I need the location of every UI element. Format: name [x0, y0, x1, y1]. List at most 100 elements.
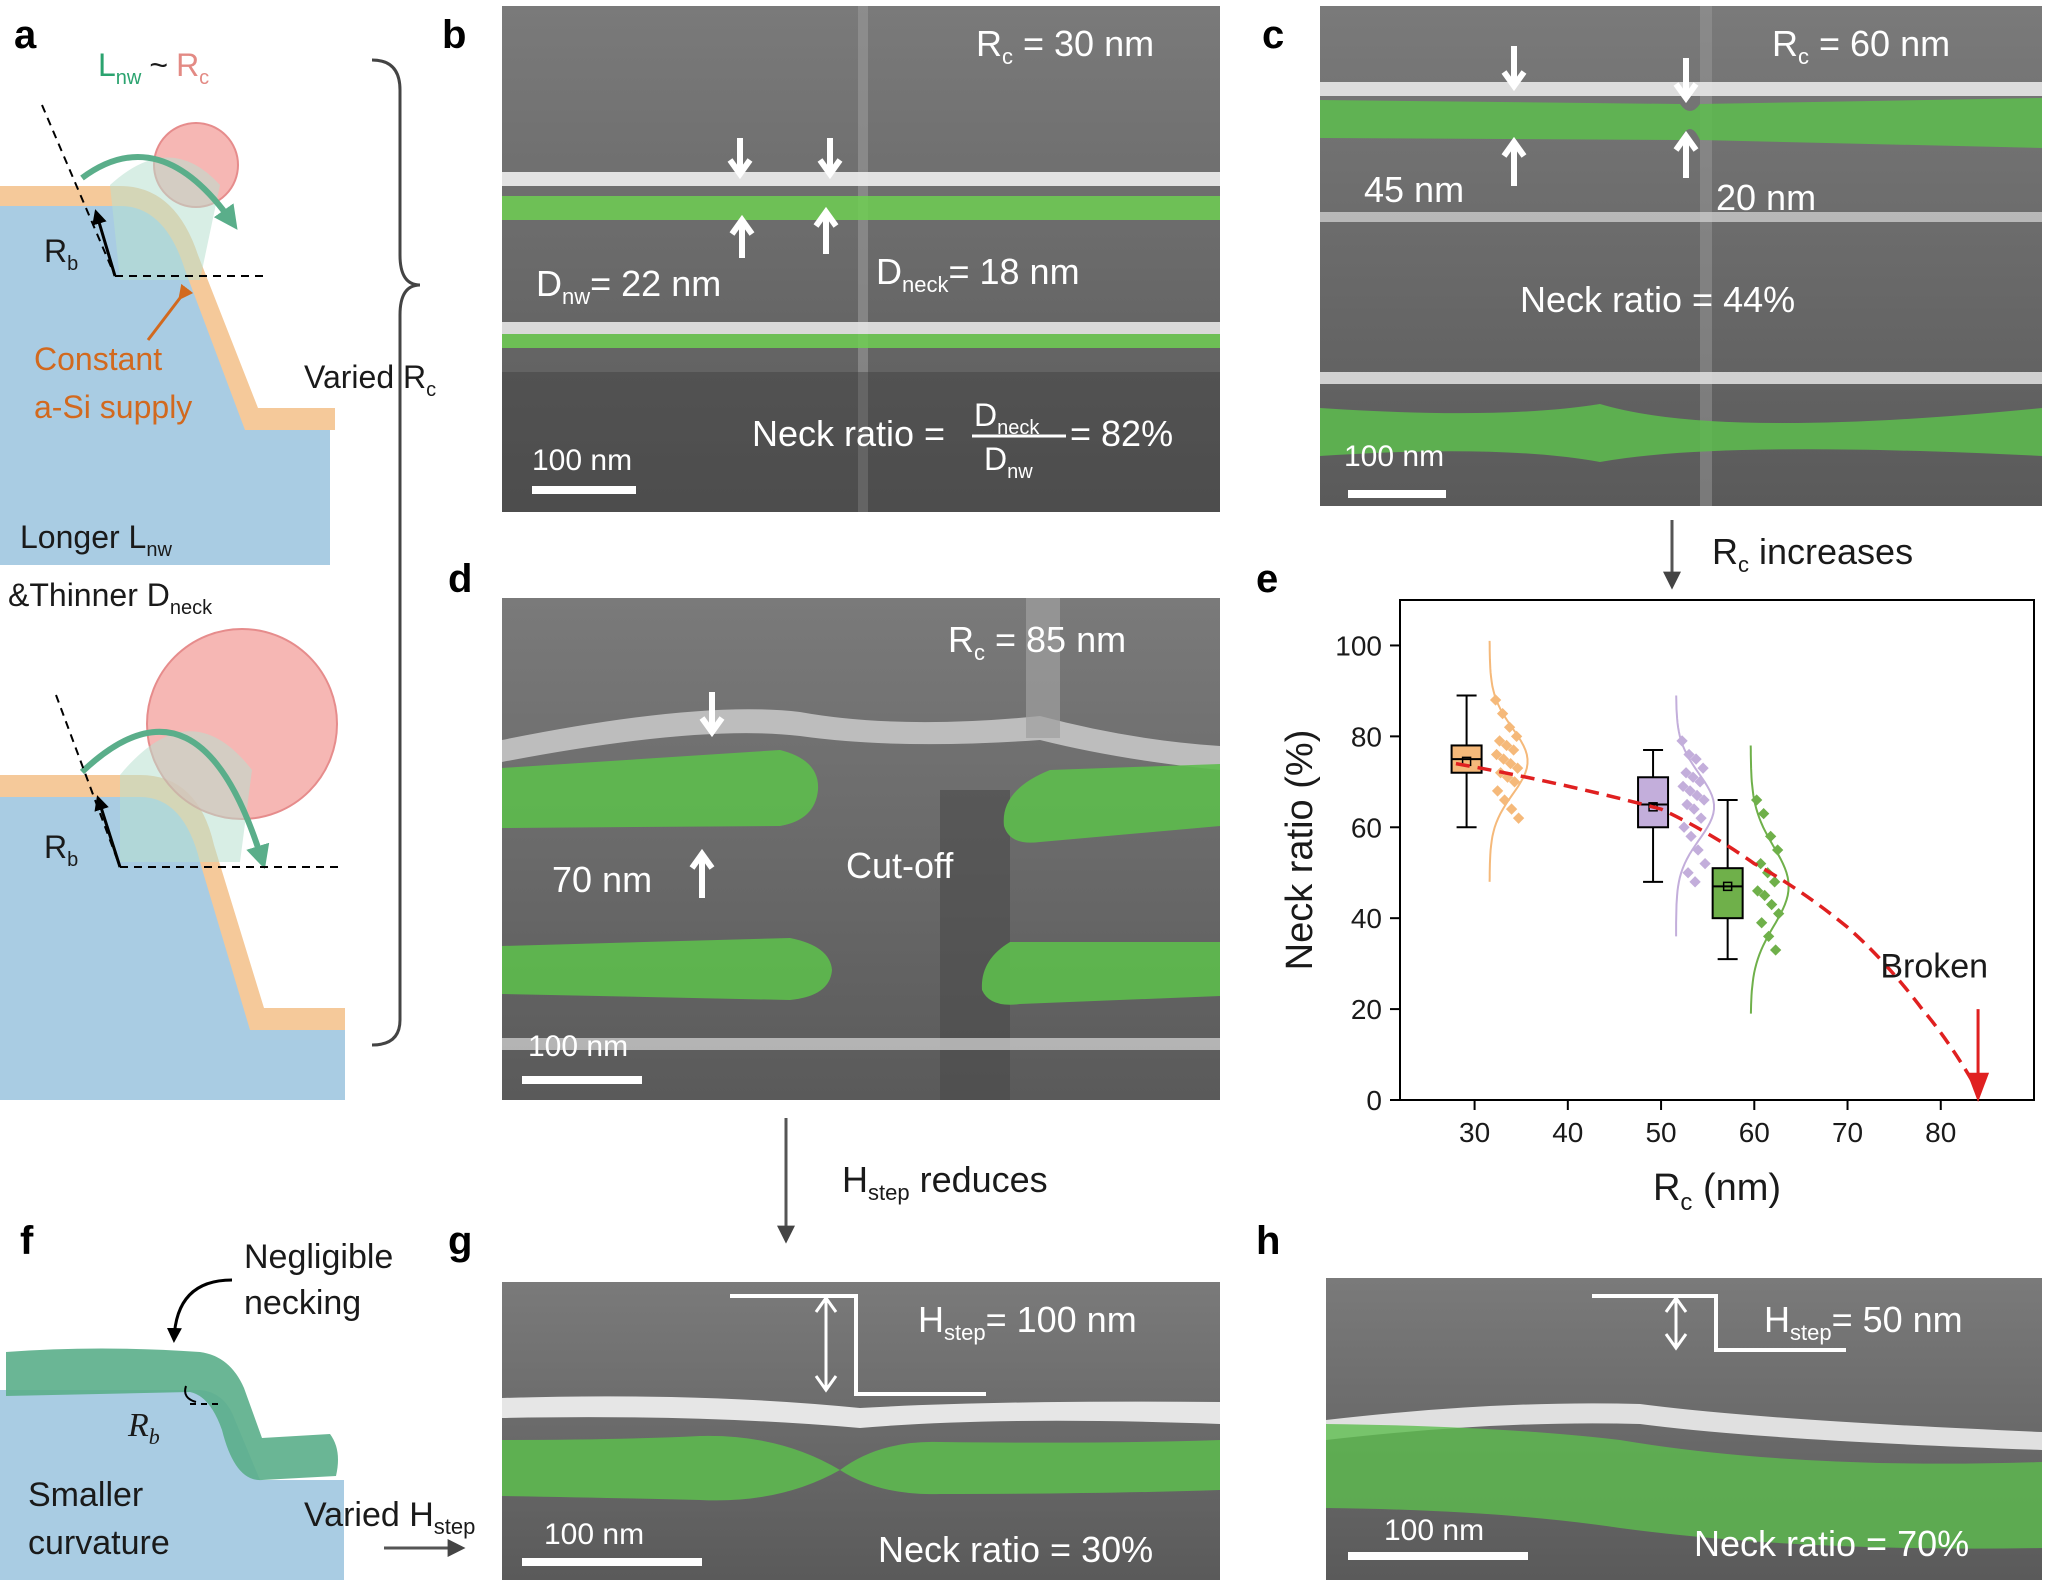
diameter-c-2: 20 nm — [1716, 177, 1816, 218]
varied-rc-label: Varied Rc — [304, 359, 436, 401]
data-point — [1765, 898, 1778, 911]
data-point — [1680, 767, 1692, 779]
distribution-curve — [1749, 745, 1790, 1014]
data-point — [1751, 885, 1764, 897]
y-tick-label: 80 — [1351, 721, 1382, 752]
data-point — [1690, 753, 1702, 765]
y-tick-label: 0 — [1366, 1085, 1382, 1116]
chart-neck-ratio: 0 20 40 60 80 100 30 40 50 60 70 80 Neck ratio (%) Rc… — [1279, 599, 2035, 1216]
rc-increases-label: Rc increases — [1712, 531, 1913, 577]
necking-arrow — [166, 1278, 233, 1343]
x-tick-label: 50 — [1645, 1117, 1676, 1148]
trend-line — [1455, 761, 1980, 1092]
dnw-value: Dnw= 22 nm — [536, 263, 721, 309]
nanowire-c-top — [1320, 98, 2042, 148]
growth-arrow-top — [80, 154, 238, 230]
data-point — [1677, 780, 1689, 793]
panel-c: c Rc = 60 nm 45 nm 20 nm Neck ratio = 44… — [1262, 6, 2042, 506]
panel-h: h Hstep= 50 nm 100 nm Neck ratio = 70% — [1256, 1219, 2042, 1580]
data-point — [1754, 857, 1767, 870]
broken-arrow-head — [1967, 1072, 1990, 1102]
tangent-line-top — [41, 104, 116, 277]
data-point — [1505, 803, 1518, 815]
distribution-curve — [1488, 640, 1529, 882]
negligible-label-l1: Negligible — [244, 1238, 393, 1276]
hstep-value-h: Hstep= 50 nm — [1764, 1299, 1963, 1345]
data-point — [1764, 830, 1777, 843]
hstep-value-g: Hstep= 100 nm — [918, 1299, 1137, 1345]
panel-letter-e: e — [1256, 557, 1278, 601]
data-point — [1493, 735, 1506, 747]
thinner-dneck-label: &Thinner Dneck — [8, 577, 213, 619]
panel-letter-g: g — [448, 1219, 472, 1263]
y-axis-label: Neck ratio (%) — [1279, 730, 1321, 971]
data-point — [1490, 748, 1503, 761]
data-point — [1685, 830, 1697, 843]
data-point — [1689, 876, 1701, 888]
mean-marker — [1722, 881, 1733, 892]
panel-letter-b: b — [442, 13, 466, 57]
nanowire-f — [6, 1348, 338, 1481]
schematic-top — [0, 104, 335, 565]
data-point — [1500, 739, 1513, 752]
cutoff-label: Cut-off — [846, 845, 954, 886]
nanowire-h — [1326, 1424, 2042, 1549]
rb-label-bottom: Rb — [44, 829, 78, 871]
data-point — [1511, 762, 1524, 774]
box-58 — [1711, 867, 1744, 920]
data-point — [1684, 785, 1696, 797]
panel-b: b Rc = 30 nm Dnw= 22 nm Dneck= 18 nm Nec… — [442, 6, 1220, 512]
schematic-bottom — [0, 628, 345, 1100]
arrow-d-to-g: Hstep reduces — [777, 1118, 1048, 1244]
data-point — [1757, 807, 1770, 820]
panel-d: d Rc = 85 nm 70 nm Cut-off 100 nm — [448, 557, 1220, 1100]
tangent-line-bottom — [55, 694, 121, 868]
data-point — [1681, 798, 1693, 811]
rb-label-f: Rb — [127, 1407, 160, 1449]
distribution-curve — [1675, 695, 1715, 937]
panel-letter-c: c — [1262, 13, 1284, 57]
rc-value-c: Rc = 60 nm — [1772, 23, 1950, 69]
data-point — [1508, 776, 1521, 788]
x-tick-label: 30 — [1459, 1117, 1490, 1148]
data-point — [1491, 785, 1504, 797]
sem-image-g — [502, 1282, 1220, 1580]
constant-supply-l1: Constant — [34, 341, 162, 377]
substrate-f — [0, 1390, 344, 1580]
data-point — [1503, 721, 1516, 733]
hstep-reduces-label: Hstep reduces — [842, 1159, 1048, 1205]
nanowire-b-top — [502, 196, 1220, 220]
scale-bar-h — [1348, 1552, 1528, 1560]
nanowire-c-bottom — [1320, 404, 2042, 462]
neck-ratio-g: Neck ratio = 30% — [878, 1529, 1153, 1570]
nanowire-d-left-top — [502, 750, 819, 828]
data-point — [1688, 803, 1700, 815]
nanowire-region-top — [110, 157, 220, 280]
neck-ratio-b-value: = 82% — [1070, 413, 1173, 454]
data-point — [1695, 812, 1707, 824]
panel-a: a Lnw ~ Rc Rb Constant a-Si supply Varied … — [0, 13, 436, 1100]
nanowire-region-bottom — [120, 731, 252, 862]
neck-ratio-b-label: Neck ratio = — [752, 413, 945, 454]
rc-value-d: Rc = 85 nm — [948, 619, 1126, 665]
smaller-curvature-l2: curvature — [28, 1524, 170, 1562]
sem-image-d — [502, 598, 1220, 1100]
longer-lnw-label: Longer Lnw — [20, 519, 172, 561]
y-tick-label: 40 — [1351, 903, 1382, 934]
rb-label-top: Rb — [44, 233, 78, 275]
constant-supply-l2: a-Si supply — [34, 389, 192, 425]
growth-arrow-bottom — [79, 729, 270, 870]
x-tick-label: 70 — [1832, 1117, 1863, 1148]
scale-bar-b — [532, 486, 636, 494]
smaller-curvature-l1: Smaller — [28, 1476, 143, 1514]
lnw-label: Lnw ~ Rc — [98, 47, 209, 89]
scale-bar-g — [522, 1558, 702, 1566]
nanowire-b-bottom — [502, 334, 1220, 348]
arrow-c-to-e: Rc increases — [1663, 520, 1913, 590]
data-point — [1768, 876, 1781, 888]
frac-denominator: Dnw — [984, 441, 1033, 483]
y-tick-label: 60 — [1351, 812, 1382, 843]
y-tick-label: 100 — [1335, 630, 1382, 661]
data-point — [1698, 794, 1710, 806]
substrate-top — [0, 196, 330, 565]
